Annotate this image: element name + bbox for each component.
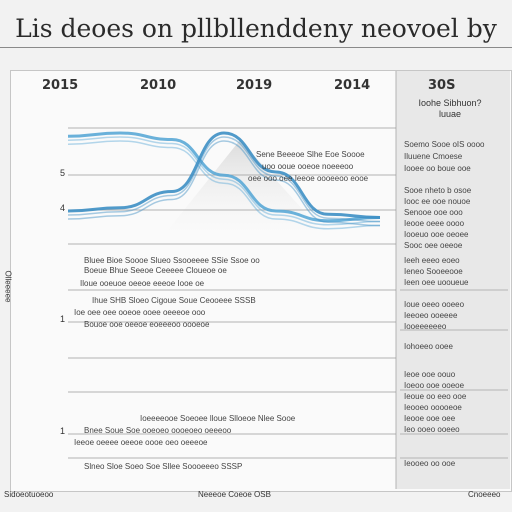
y-tick-label: 1	[60, 426, 66, 436]
annotation-text: Bluee Bioe Soooe Slueo Ssooeeee SSie Sso…	[84, 256, 260, 265]
series-layer	[67, 131, 381, 230]
side-note: Ieeh eeeo eoeo	[404, 256, 460, 265]
annotation-text: Ioeeeeooe Soeoee lloue Slloeoe Nlee Sooe	[140, 414, 296, 423]
annotation-text: oee ooo oee Ieeoe oooeeoo eooe	[248, 174, 369, 183]
annotation-text: Bnee Soue Soe ooeoeo oooeoeo oeeeoo	[84, 426, 232, 435]
side-note: Ieneo Sooeeooe	[404, 267, 463, 276]
y-tick-label: 1	[60, 314, 66, 324]
side-note: Ioue oeeo ooeeo	[404, 300, 465, 309]
annotation-text: Ioe oee oee ooeoe ooee oeeeoe ooo	[74, 308, 206, 317]
side-note: Iohoeeo ooee	[404, 342, 453, 351]
y-tick-label: 5	[60, 168, 66, 178]
side-note: Ieooe oeee oooo	[404, 219, 465, 228]
footer-right: Cnoeeeo	[468, 490, 501, 499]
footer-left: Sidoeotuoeoo	[4, 490, 54, 499]
annotation-text: uoo ooue ooeoe noeeeoo	[262, 162, 354, 171]
y-tick-label: 4	[60, 203, 66, 213]
side-note: Sooe nheto b osoe	[404, 186, 472, 195]
side-axis-label: Olleeeee	[3, 270, 13, 303]
peak-shadow	[160, 140, 330, 240]
side-note: Iooc ee ooe nouoe	[404, 197, 471, 206]
series-2-line	[67, 131, 381, 219]
series-2-line	[67, 136, 381, 223]
series-1-line	[67, 136, 381, 226]
annotation-text: Boeue Bhue Seeoe Ceeeee Cloueoe oe	[84, 266, 227, 275]
side-note: Ieooeo oo ooe	[404, 459, 456, 468]
annotation-text: Bouoe ooe oeeoe eoeeeoo oooeoe	[84, 320, 210, 329]
footer-center: Neeeoe Coeoe OSB	[198, 490, 271, 499]
x-tick-label: 2014	[334, 78, 371, 93]
series-1-line	[67, 140, 381, 230]
side-note: Ioeoo ooe ooeoe	[404, 381, 465, 390]
side-panel-bg	[396, 71, 510, 489]
side-note: Ieen oee uooueue	[404, 278, 469, 287]
side-note: Iooeuo ooe oeoee	[404, 230, 469, 239]
annotation-text: Slneo Sloe Soeo Soe Sllee Soooeeeo SSSP	[84, 462, 243, 471]
side-note: Sooc oee oeeoe	[404, 241, 463, 250]
side-panel-title: Ioohe Sibhuon? luuae	[418, 98, 482, 119]
gridlines	[68, 127, 508, 459]
series-2-line	[67, 140, 381, 227]
x-tick-label: 30S	[428, 78, 456, 93]
x-tick-label: 2019	[236, 78, 273, 93]
side-note: Soemo Sooe oIS oooo	[404, 140, 485, 149]
side-note: Ieooeo ooooeoe	[404, 403, 462, 412]
annotation-text: Sene Beeeoe Slhe Eoe Soooe	[256, 150, 365, 159]
side-note: Iluuene Cmoese	[404, 152, 463, 161]
x-tick-label: 2010	[140, 78, 177, 93]
side-note: Iooeeeeeeo	[404, 322, 447, 331]
side-note: Ieo ooeo ooeeo	[404, 425, 460, 434]
series-1-line	[67, 131, 381, 223]
annotation-text: Iloue ooeuoe oeeoe eeeoe Iooe oe	[80, 279, 205, 288]
title-rule	[0, 47, 512, 48]
side-note: Ieoue oo eeo ooe	[404, 392, 467, 401]
side-note: Ieoe ooe oouo	[404, 370, 456, 379]
annotation-text: Ieeoe oeeee oeeoe oooe oeo oeeeoe	[74, 438, 208, 447]
x-tick-label: 2015	[42, 78, 79, 93]
annotation-text: Ihue SHB Sloeo Cigoue Soue Ceooeee SSSB	[92, 296, 256, 305]
side-note: Senooe ooe ooo	[404, 208, 463, 217]
side-note: Ieeoeo ooeeee	[404, 311, 458, 320]
side-note: Ieooe ooe oee	[404, 414, 456, 423]
chart-title: Lis deoes on pllbllenddeny neovoel by	[15, 14, 497, 43]
side-note: Iooee oo boue ooe	[404, 164, 471, 173]
